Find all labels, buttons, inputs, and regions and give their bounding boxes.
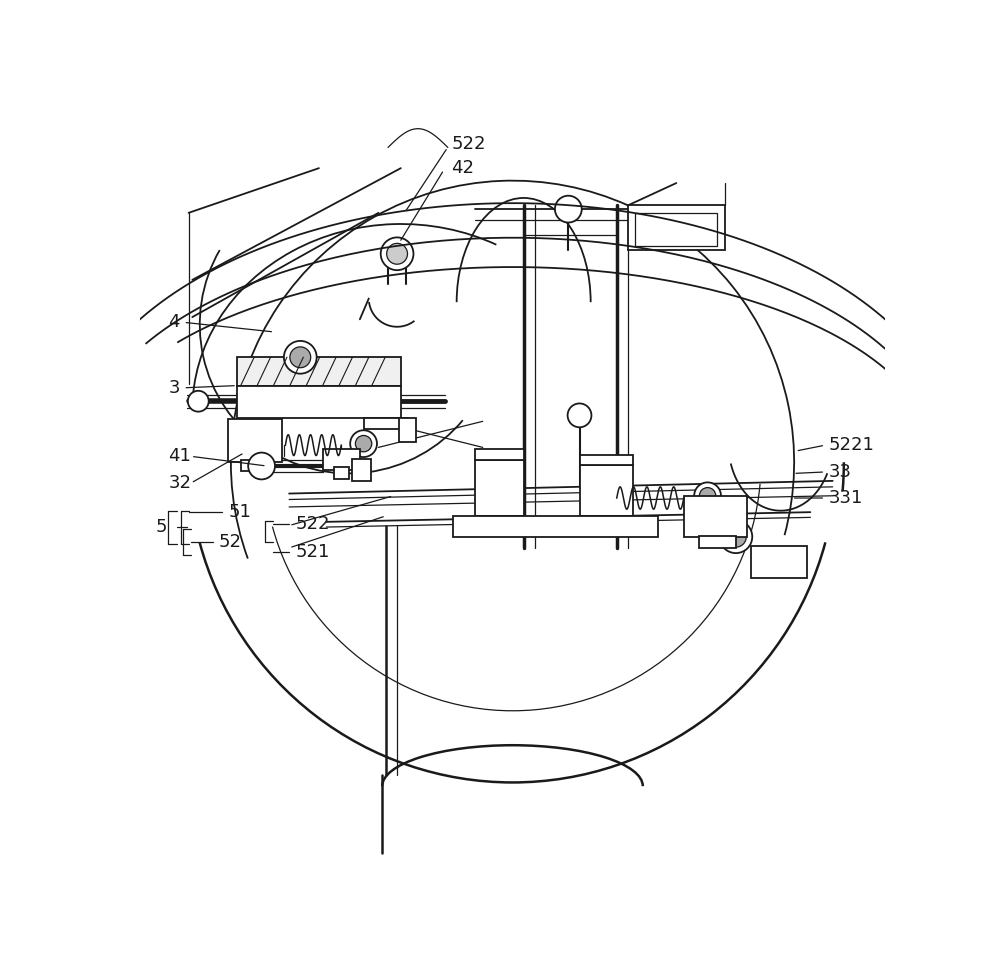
Text: 41: 41 xyxy=(168,448,191,465)
Text: 5: 5 xyxy=(155,518,167,536)
Bar xyxy=(684,496,747,537)
Bar xyxy=(241,460,271,471)
Bar xyxy=(237,386,401,418)
Bar xyxy=(364,418,408,428)
Bar xyxy=(228,419,282,462)
Text: 42: 42 xyxy=(451,160,474,177)
Bar xyxy=(352,458,371,481)
Bar xyxy=(751,546,807,577)
Bar xyxy=(323,449,360,470)
Bar xyxy=(699,536,736,548)
Bar xyxy=(237,357,401,386)
Text: 4: 4 xyxy=(168,313,180,332)
Circle shape xyxy=(355,435,372,452)
Circle shape xyxy=(387,244,408,264)
Bar xyxy=(580,454,633,465)
Circle shape xyxy=(188,391,209,412)
Bar xyxy=(334,467,349,479)
Text: 522: 522 xyxy=(451,135,486,154)
Circle shape xyxy=(694,483,721,510)
Bar xyxy=(475,449,524,460)
Text: 33: 33 xyxy=(829,463,852,481)
Bar xyxy=(580,465,633,515)
Text: 521: 521 xyxy=(295,542,329,561)
Circle shape xyxy=(290,347,311,367)
Circle shape xyxy=(350,430,377,457)
Circle shape xyxy=(284,341,317,373)
Text: 51: 51 xyxy=(228,503,251,521)
Bar xyxy=(399,418,416,442)
Circle shape xyxy=(555,195,582,222)
Bar xyxy=(628,205,725,250)
Text: 5221: 5221 xyxy=(829,436,875,454)
Bar xyxy=(453,515,658,537)
Circle shape xyxy=(725,526,746,547)
Bar xyxy=(635,213,717,247)
Text: 32: 32 xyxy=(168,474,191,492)
Bar xyxy=(475,460,524,515)
Text: 522: 522 xyxy=(295,515,330,533)
Text: 3: 3 xyxy=(168,379,180,396)
Circle shape xyxy=(719,520,752,553)
Circle shape xyxy=(248,453,275,480)
Circle shape xyxy=(568,403,591,427)
Text: 52: 52 xyxy=(218,533,241,551)
Circle shape xyxy=(699,487,716,504)
Circle shape xyxy=(381,238,413,270)
Text: 331: 331 xyxy=(829,489,863,507)
